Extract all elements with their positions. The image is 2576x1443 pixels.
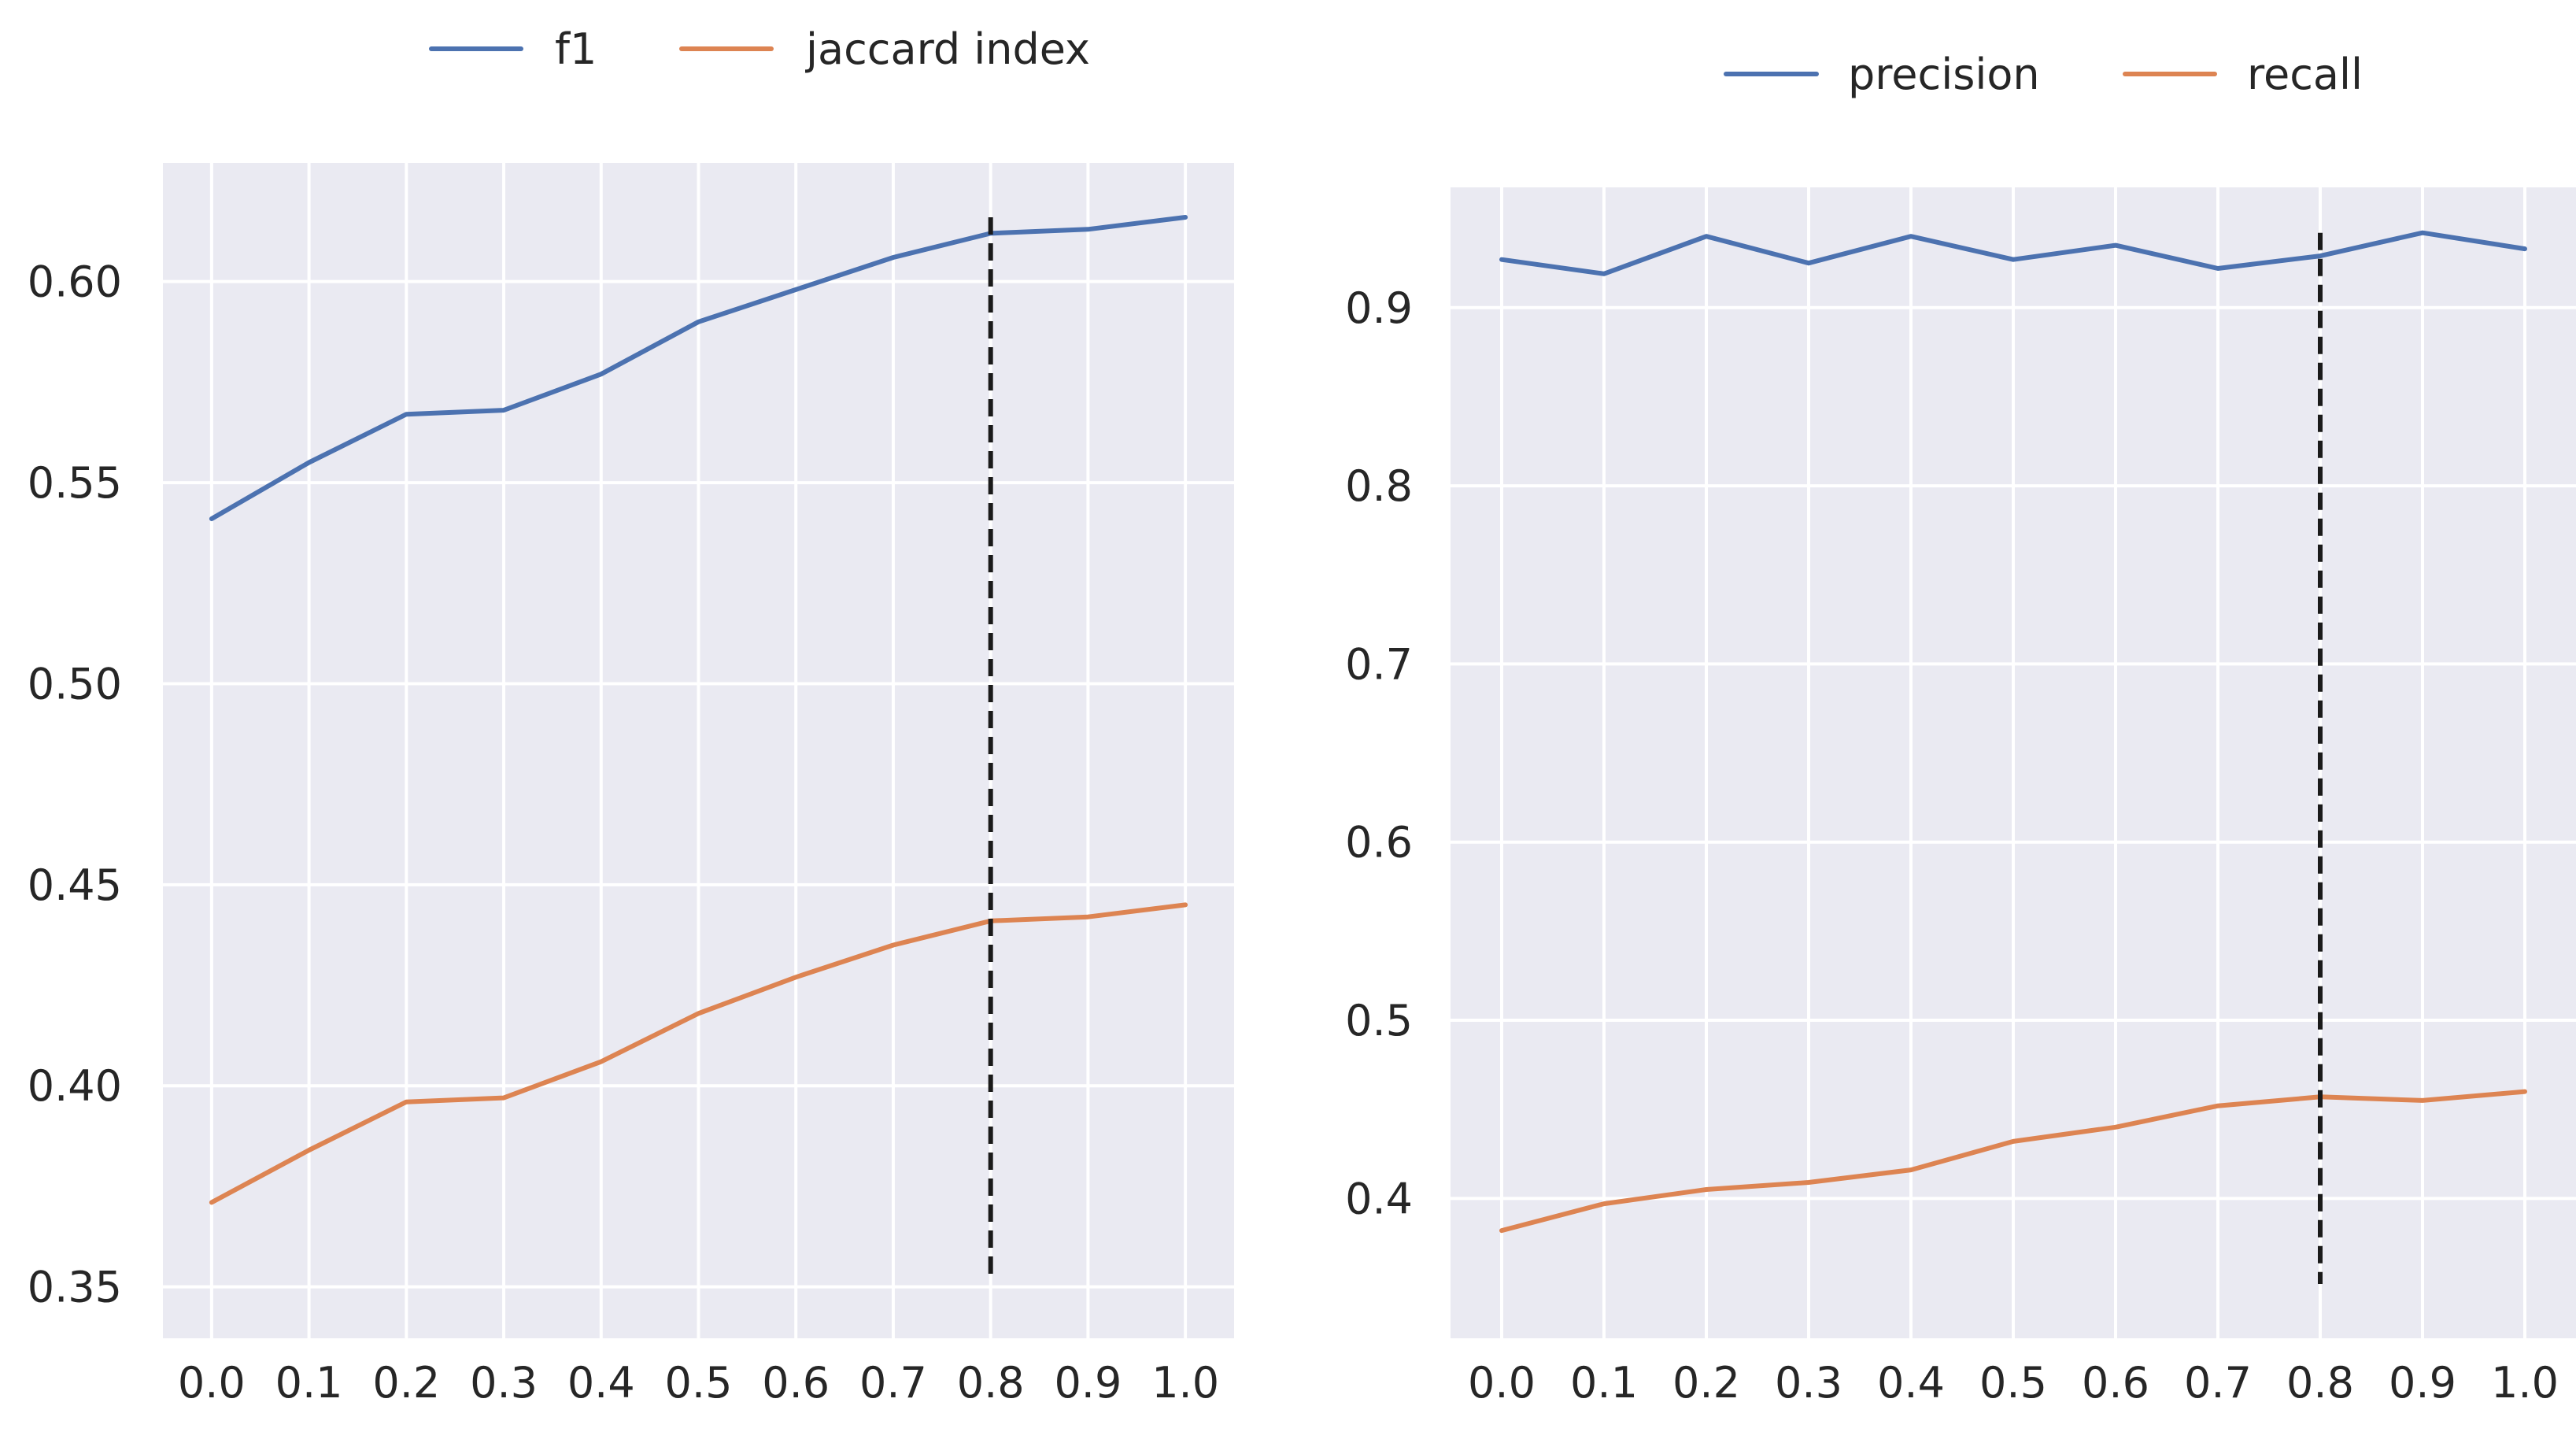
left-series-line-f1 — [209, 215, 1188, 521]
right-y-tick-label: 0.8 — [1345, 461, 1413, 511]
left-x-tick-label: 0.2 — [372, 1358, 440, 1408]
right-x-tick-label: 0.1 — [1570, 1358, 1638, 1408]
right-series-line-precision — [1499, 230, 2527, 276]
right-x-tick-label: 0.4 — [1877, 1358, 1945, 1408]
right-x-tick-label: 0.5 — [1979, 1358, 2047, 1408]
left-chart-panel: 0.35 0.40 0.45 0.50 0.55 0.60 0.0 0.1 0.2 0.3 0.4 0… — [28, 24, 1234, 1408]
right-x-tick-label: 0.3 — [1775, 1358, 1842, 1408]
left-x-tick-label: 0.3 — [470, 1358, 538, 1408]
right-x-tick-label: 0.7 — [2184, 1358, 2252, 1408]
right-x-tick-label: 0.0 — [1468, 1358, 1536, 1408]
legend-label-f1: f1 — [555, 24, 597, 74]
right-x-tick-label: 0.9 — [2389, 1358, 2456, 1408]
right-chart-panel: 0.4 0.5 0.6 0.7 0.8 0.9 0.0 0.1 0.2 0.3 0.4 0.5 0.6 0… — [1345, 50, 2576, 1408]
left-x-tick-label: 1.0 — [1151, 1358, 1219, 1408]
left-x-tick-label: 0.6 — [762, 1358, 830, 1408]
legend-label-precision: precision — [1848, 50, 2040, 99]
left-legend: f1 jaccard index — [429, 24, 1090, 74]
left-x-tick-label: 0.8 — [957, 1358, 1025, 1408]
left-x-tick-label: 0.1 — [275, 1358, 343, 1408]
left-y-tick-label: 0.55 — [28, 458, 122, 508]
right-x-tick-label: 0.2 — [1672, 1358, 1740, 1408]
left-y-tick-label: 0.40 — [28, 1061, 122, 1111]
left-series-line-jaccard-index — [209, 902, 1188, 1205]
right-x-tick-label: 1.0 — [2491, 1358, 2559, 1408]
right-y-tick-label: 0.9 — [1345, 283, 1413, 333]
right-y-tick-label: 0.7 — [1345, 639, 1413, 689]
left-x-tick-label: 0.7 — [859, 1358, 927, 1408]
left-x-tick-label: 0.0 — [178, 1358, 246, 1408]
left-y-tick-label: 0.50 — [28, 659, 122, 709]
left-y-tick-label: 0.60 — [28, 257, 122, 307]
left-x-tick-label: 0.9 — [1054, 1358, 1122, 1408]
left-y-tick-label: 0.45 — [28, 860, 122, 910]
right-x-tick-label: 0.6 — [2082, 1358, 2149, 1408]
left-y-tick-label: 0.35 — [28, 1263, 122, 1312]
right-y-tick-label: 0.5 — [1345, 996, 1413, 1045]
right-legend: precision recall — [1724, 50, 2363, 99]
left-x-tick-label: 0.4 — [567, 1358, 635, 1408]
left-x-tick-label: 0.5 — [665, 1358, 733, 1408]
right-x-tick-label: 0.8 — [2286, 1358, 2354, 1408]
right-series-line-recall — [1499, 1089, 2527, 1234]
legend-label-recall: recall — [2247, 50, 2363, 99]
right-y-tick-label: 0.4 — [1345, 1174, 1413, 1223]
legend-label-jaccard-index: jaccard index — [805, 24, 1090, 74]
right-y-tick-label: 0.6 — [1345, 818, 1413, 868]
